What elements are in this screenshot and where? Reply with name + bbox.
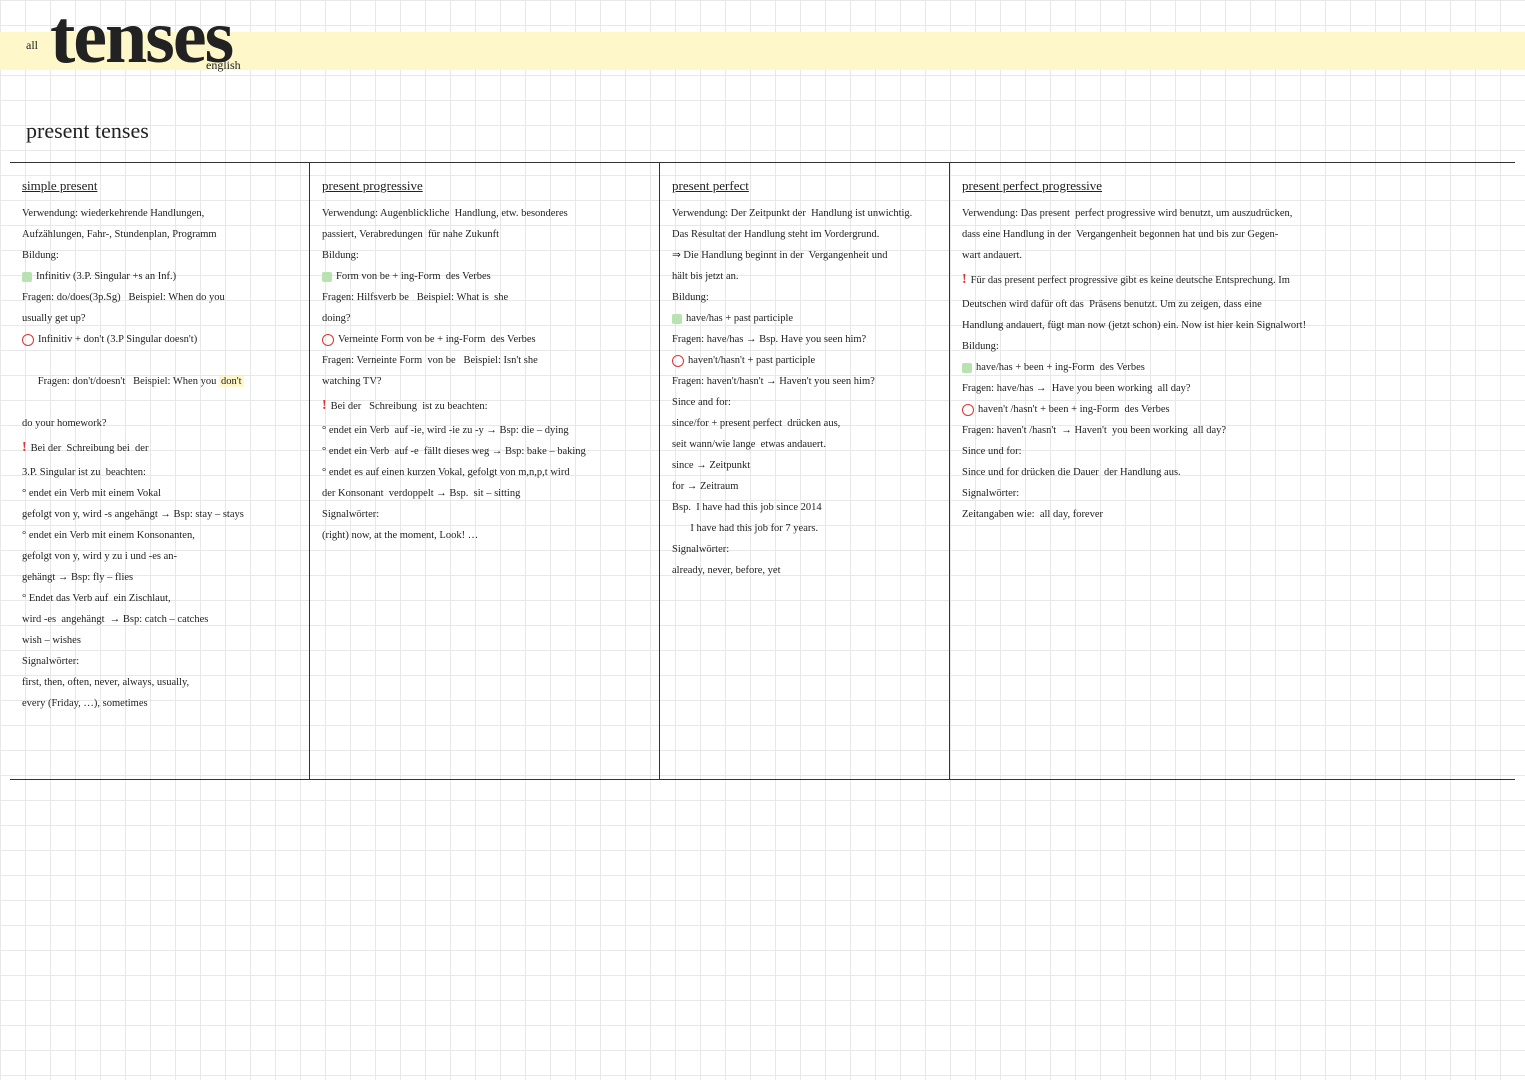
col1-l7: Infinitiv + don't (3.P Singular doesn't)	[22, 329, 299, 350]
col4-l11: Fragen: haven't /hasn't → Haven't you be…	[962, 420, 1505, 441]
col-simple-present: simple present Verwendung: wiederkehrend…	[10, 163, 310, 779]
col3-l2: Das Resultat der Handlung steht im Vorde…	[672, 224, 939, 245]
col1-l8a: Fragen: don't/doesn't Beispiel: When you	[38, 376, 219, 387]
col4-l4: Für das present perfect progressive gibt…	[962, 266, 1505, 294]
col3-l17: Signalwörter:	[672, 539, 939, 560]
col1-l8: Fragen: don't/doesn't Beispiel: When you…	[22, 350, 299, 413]
col1-l13: gefolgt von y, wird -s angehängt → Bsp: …	[22, 504, 299, 525]
col3-l1: Verwendung: Der Zeitpunkt der Handlung i…	[672, 203, 939, 224]
col-present-perfect: present perfect Verwendung: Der Zeitpunk…	[660, 163, 950, 779]
col3-l12: seit wann/wie lange etwas andauert.	[672, 434, 939, 455]
tenses-table: simple present Verwendung: wiederkehrend…	[10, 162, 1515, 780]
col4-l3: wart andauert.	[962, 245, 1505, 266]
col3-l7: Fragen: have/has → Bsp. Have you seen hi…	[672, 329, 939, 350]
col1-l15: gefolgt von y, wird y zu i und -es an-	[22, 546, 299, 567]
col2-l16: (right) now, at the moment, Look! …	[322, 525, 649, 546]
col4-l10: haven't /hasn't + been + ing-Form des Ve…	[962, 399, 1505, 420]
col2-l11: endet ein Verb auf -ie, wird -ie zu -y →…	[322, 420, 649, 441]
col3-l5: Bildung:	[672, 287, 939, 308]
col1-l9: do your homework?	[22, 413, 299, 434]
col2-l13: endet es auf einen kurzen Vokal, gefolgt…	[322, 462, 649, 483]
col1-l2: Aufzählungen, Fahr-, Stundenplan, Progra…	[22, 224, 299, 245]
col1-l6: usually get up?	[22, 308, 299, 329]
col3-l16: I have had this job for 7 years.	[672, 518, 939, 539]
col1-l12: endet ein Verb mit einem Vokal	[22, 483, 299, 504]
col2-l5: Fragen: Hilfsverb be Beispiel: What is s…	[322, 287, 649, 308]
col1-l21: first, then, often, never, always, usual…	[22, 672, 299, 693]
col2-l9: watching TV?	[322, 371, 649, 392]
col1-l3: Bildung:	[22, 245, 299, 266]
col2-title: present progressive	[322, 173, 649, 199]
header-all: all	[26, 38, 38, 53]
col3-l4: hält bis jetzt an.	[672, 266, 939, 287]
col2-l12: endet ein Verb auf -e fällt dieses weg →…	[322, 441, 649, 462]
col1-l8b-hl: don't	[219, 376, 244, 387]
col1-l10: Bei der Schreibung bei der	[22, 434, 299, 462]
col1-l5: Fragen: do/does(3p.Sg) Beispiel: When do…	[22, 287, 299, 308]
col4-l6: Handlung andauert, fügt man now (jetzt s…	[962, 315, 1505, 336]
section-title: present tenses	[26, 118, 149, 144]
col4-l14: Signalwörter:	[962, 483, 1505, 504]
col4-l1: Verwendung: Das present perfect progress…	[962, 203, 1505, 224]
col3-l18: already, never, before, yet	[672, 560, 939, 581]
col1-l4: Infinitiv (3.P. Singular +s an Inf.)	[22, 266, 299, 287]
col4-l12: Since und for:	[962, 441, 1505, 462]
col3-l6: have/has + past participle	[672, 308, 939, 329]
col2-l14: der Konsonant verdoppelt → Bsp. sit – si…	[322, 483, 649, 504]
col1-l1: Verwendung: wiederkehrende Handlungen,	[22, 203, 299, 224]
col2-l1: Verwendung: Augenblickliche Handlung, et…	[322, 203, 649, 224]
col2-l8: Fragen: Verneinte Form von be Beispiel: …	[322, 350, 649, 371]
page-title: tenses	[50, 0, 232, 81]
col-present-progressive: present progressive Verwendung: Augenbli…	[310, 163, 660, 779]
col3-l13: since → Zeitpunkt	[672, 455, 939, 476]
col3-l9: Fragen: haven't/hasn't → Haven't you see…	[672, 371, 939, 392]
col3-l10: Since and for:	[672, 392, 939, 413]
col1-l11: 3.P. Singular ist zu beachten:	[22, 462, 299, 483]
col2-l15: Signalwörter:	[322, 504, 649, 525]
col3-l11: since/for + present perfect drücken aus,	[672, 413, 939, 434]
col1-l19: wish – wishes	[22, 630, 299, 651]
col4-l9: Fragen: have/has → Have you been working…	[962, 378, 1505, 399]
col2-l2: passiert, Verabredungen für nahe Zukunft	[322, 224, 649, 245]
col1-l14: endet ein Verb mit einem Konsonanten,	[22, 525, 299, 546]
col4-l5: Deutschen wird dafür oft das Präsens ben…	[962, 294, 1505, 315]
col4-l15: Zeitangaben wie: all day, forever	[962, 504, 1505, 525]
col-present-perfect-progressive: present perfect progressive Verwendung: …	[950, 163, 1515, 779]
col4-l2: dass eine Handlung in der Vergangenheit …	[962, 224, 1505, 245]
col3-l8: haven't/hasn't + past participle	[672, 350, 939, 371]
col3-l15: Bsp. I have had this job since 2014	[672, 497, 939, 518]
page-header: all tenses english	[0, 0, 1525, 95]
col2-l6: doing?	[322, 308, 649, 329]
col3-l14: for → Zeitraum	[672, 476, 939, 497]
col3-l3: ⇒ Die Handlung beginnt in der Vergangenh…	[672, 245, 939, 266]
col1-l20: Signalwörter:	[22, 651, 299, 672]
col1-l22: every (Friday, …), sometimes	[22, 693, 299, 714]
header-english: english	[206, 58, 241, 73]
col2-l7: Verneinte Form von be + ing-Form des Ver…	[322, 329, 649, 350]
col3-title: present perfect	[672, 173, 939, 199]
col4-l8: have/has + been + ing-Form des Verbes	[962, 357, 1505, 378]
col1-l18: wird -es angehängt → Bsp: catch – catche…	[22, 609, 299, 630]
col2-l10: Bei der Schreibung ist zu beachten:	[322, 392, 649, 420]
col1-title: simple present	[22, 173, 299, 199]
col4-l7: Bildung:	[962, 336, 1505, 357]
col2-l4: Form von be + ing-Form des Verbes	[322, 266, 649, 287]
col4-l13: Since und for drücken die Dauer der Hand…	[962, 462, 1505, 483]
col4-title: present perfect progressive	[962, 173, 1505, 199]
col2-l3: Bildung:	[322, 245, 649, 266]
col1-l16: gehängt → Bsp: fly – flies	[22, 567, 299, 588]
col1-l17: Endet das Verb auf ein Zischlaut,	[22, 588, 299, 609]
